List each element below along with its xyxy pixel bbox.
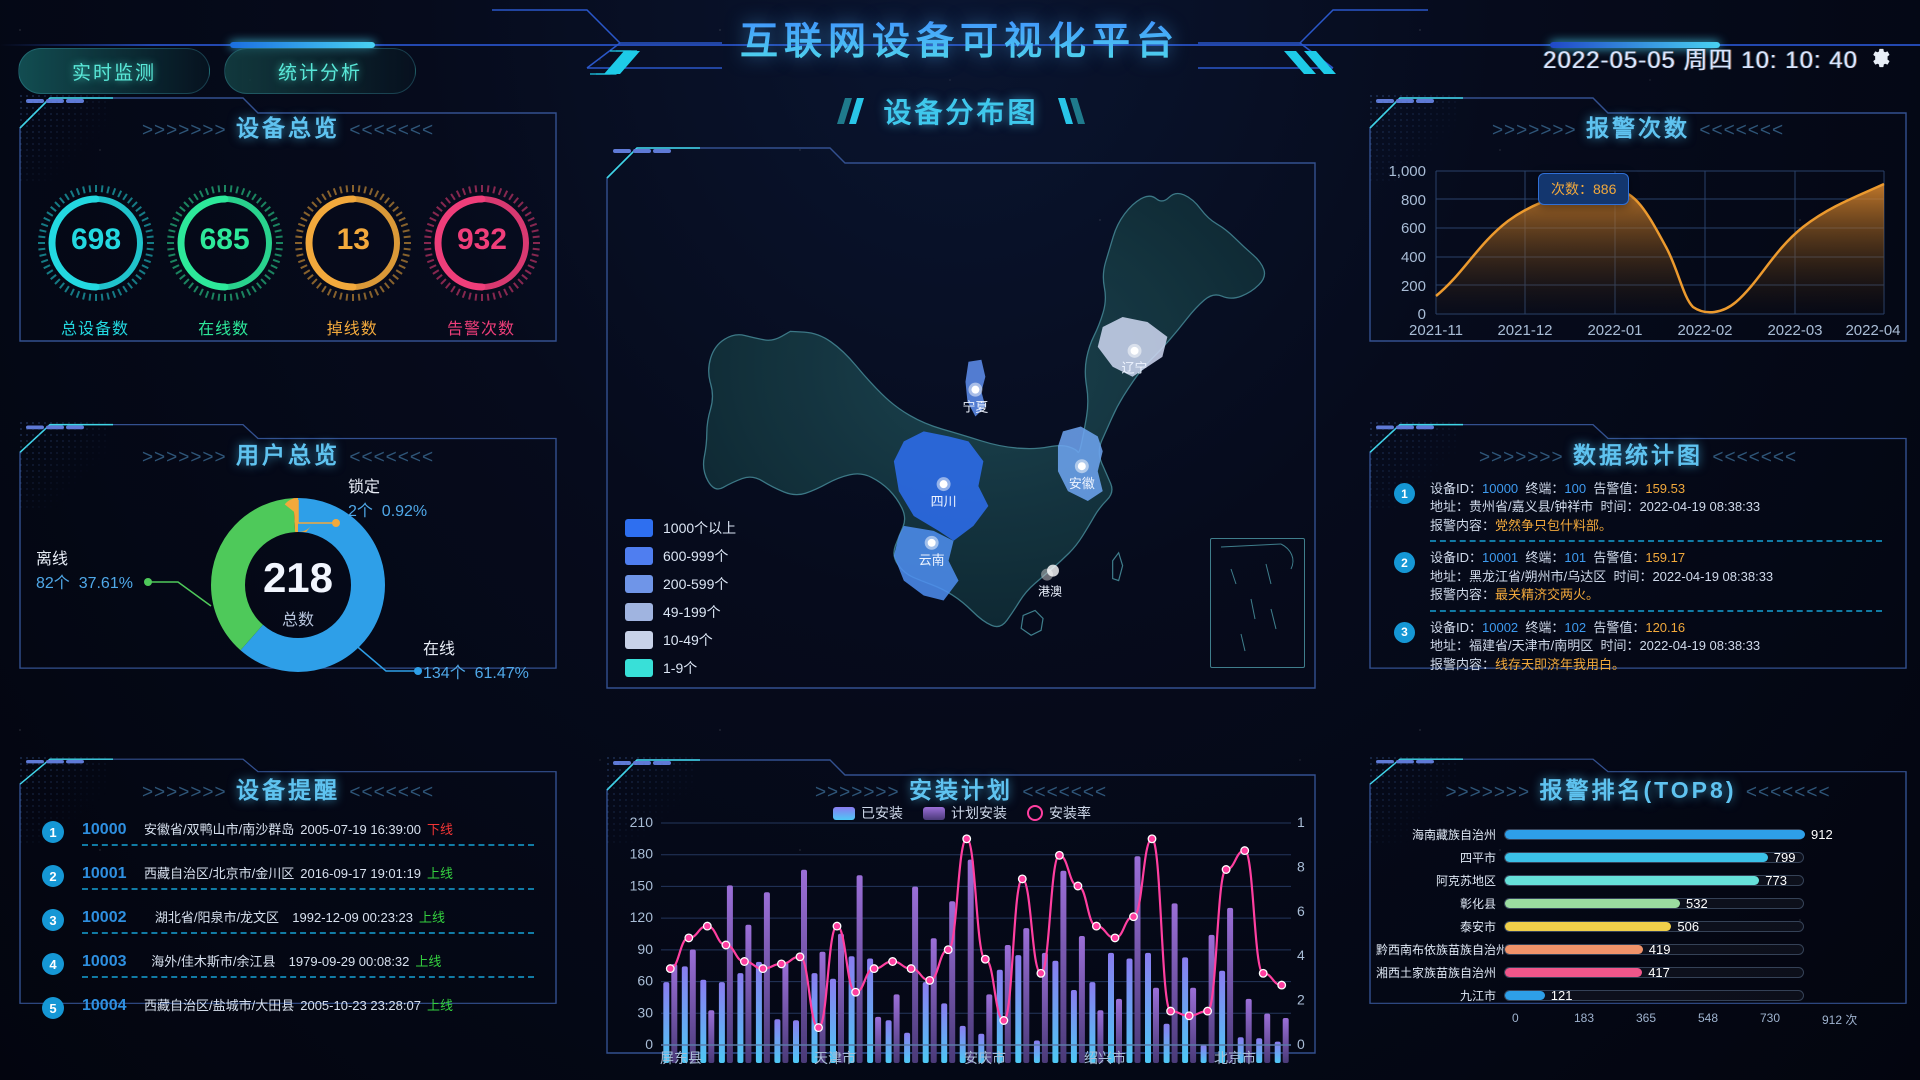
svg-text:云南: 云南 [919,553,945,568]
svg-text:1,000: 1,000 [1388,163,1426,180]
svg-text:30: 30 [637,1004,653,1020]
svg-text:80%: 80% [1297,858,1305,874]
svg-text:2022-01: 2022-01 [1587,322,1642,339]
svg-text:210: 210 [630,814,654,830]
svg-text:2021-12: 2021-12 [1497,322,1552,339]
svg-text:2021-11: 2021-11 [1409,322,1463,339]
svg-text:北京市: 北京市 [1214,1050,1256,1066]
svg-text:辽宁: 辽宁 [1122,361,1148,376]
svg-text:60%: 60% [1297,903,1305,919]
svg-text:港澳: 港澳 [1038,585,1062,599]
svg-text:0: 0 [1418,306,1426,323]
svg-text:天津市: 天津市 [814,1050,856,1066]
svg-text:2022-03: 2022-03 [1767,322,1822,339]
svg-text:150: 150 [630,877,654,893]
svg-text:2022-02: 2022-02 [1677,322,1732,339]
svg-text:安庆市: 安庆市 [964,1050,1006,1066]
svg-text:20%: 20% [1297,992,1305,1008]
svg-text:90: 90 [637,941,653,957]
svg-text:安徽: 安徽 [1069,476,1095,491]
svg-text:400: 400 [1401,249,1426,266]
svg-text:0: 0 [645,1036,653,1052]
svg-text:宁夏: 宁夏 [963,400,989,415]
svg-text:600: 600 [1401,220,1426,237]
svg-text:绍兴市: 绍兴市 [1084,1050,1126,1066]
svg-text:800: 800 [1401,192,1426,209]
svg-text:180: 180 [630,846,654,862]
svg-text:2022-04: 2022-04 [1845,322,1900,339]
svg-text:60: 60 [637,973,653,989]
svg-text:120: 120 [630,909,654,925]
svg-text:屏东县: 屏东县 [660,1050,702,1066]
svg-text:四川: 四川 [931,494,957,509]
svg-text:0%: 0% [1297,1036,1305,1052]
svg-text:100%: 100% [1297,814,1305,830]
svg-text:40%: 40% [1297,947,1305,963]
svg-text:200: 200 [1401,278,1426,295]
